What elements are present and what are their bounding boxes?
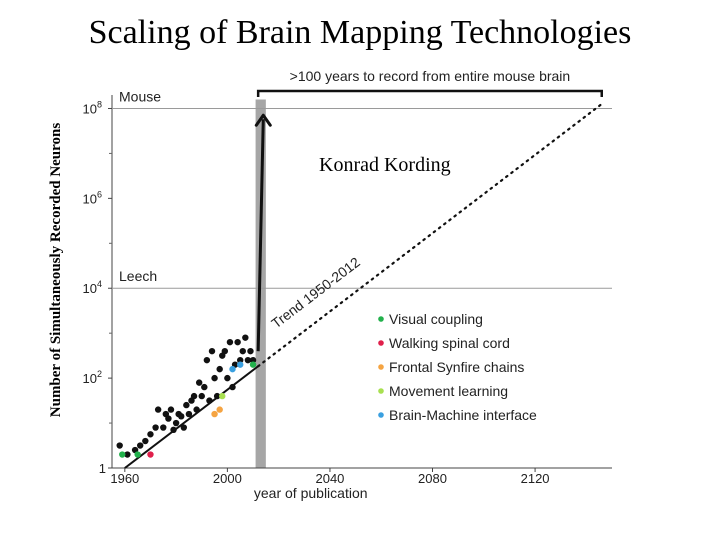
- y-tick-label-0: 1: [99, 461, 106, 476]
- data-point-s0-20: [190, 392, 198, 400]
- legend-label-4: Brain-Machine interface: [389, 407, 537, 423]
- legend-label-0: Visual coupling: [389, 311, 483, 327]
- data-point-s0-28: [211, 374, 218, 382]
- data-point-s0-4: [142, 437, 149, 445]
- legend-marker-1: [378, 340, 384, 346]
- data-point-s0-34: [226, 338, 234, 346]
- data-point-s0-43: [249, 356, 257, 364]
- data-point-s0-18: [185, 410, 193, 418]
- data-point-s0-15: [178, 413, 185, 420]
- bracket: [256, 89, 603, 97]
- data-point-s0-11: [167, 406, 175, 413]
- data-point-s1-0: [119, 451, 126, 458]
- data-point-s0-12: [170, 426, 177, 434]
- data-point-s0-17: [183, 401, 190, 409]
- y-tick-label-1: 102: [83, 369, 102, 386]
- data-point-s1-2: [249, 361, 257, 368]
- data-point-s0-40: [242, 334, 249, 341]
- data-point-s0-29: [213, 392, 221, 400]
- data-point-s0-10: [165, 415, 172, 422]
- x-tick-label-3: 2080: [418, 471, 447, 486]
- y-tick-label-4: 108: [83, 99, 102, 116]
- legend-label-2: Frontal Synfire chains: [389, 359, 524, 375]
- bracket-label: >100 years to record from entire mouse b…: [290, 68, 571, 84]
- trend-label: Trend 1950-2012: [268, 254, 363, 332]
- x-tick-label-4: 2120: [521, 471, 550, 486]
- data-point-s0-6: [152, 424, 159, 431]
- data-point-s0-39: [239, 347, 246, 355]
- data-point-s0-25: [203, 356, 211, 364]
- data-point-s0-30: [216, 365, 223, 373]
- jump-arrow-head: [254, 113, 272, 127]
- data-point-s1-1: [134, 451, 141, 458]
- data-point-s3-0: [211, 410, 218, 418]
- data-point-s0-32: [221, 347, 229, 355]
- data-point-s0-23: [198, 392, 205, 400]
- data-point-s0-35: [229, 383, 236, 391]
- legend-marker-2: [378, 364, 384, 370]
- legend-marker-3: [378, 388, 384, 394]
- data-point-s0-22: [195, 379, 203, 386]
- data-point-s0-5: [147, 431, 154, 438]
- author-name: Konrad Kording: [319, 154, 451, 176]
- data-point-s0-16: [180, 424, 187, 431]
- data-point-s0-33: [224, 374, 231, 382]
- legend-label-3: Movement learning: [389, 383, 508, 399]
- legend-marker-4: [378, 412, 384, 418]
- x-tick-label-1: 2000: [213, 471, 242, 486]
- data-point-s2-0: [147, 451, 154, 458]
- jump-arrow-shaft: [256, 119, 265, 352]
- data-point-s5-0: [229, 365, 236, 373]
- trend-line-solid: [124, 365, 259, 469]
- y-tick-label-2: 104: [83, 279, 102, 296]
- data-point-s0-8: [160, 424, 167, 431]
- data-point-s0-26: [206, 397, 213, 404]
- legend-marker-0: [378, 316, 384, 322]
- data-point-s0-37: [234, 338, 241, 346]
- data-point-s3-1: [216, 406, 223, 413]
- x-tick-label-0: 1960: [110, 471, 139, 486]
- data-point-s0-41: [244, 356, 252, 364]
- y-tick-label-3: 106: [83, 189, 102, 206]
- data-point-s0-24: [201, 383, 208, 391]
- x-tick-label-2: 2040: [315, 471, 344, 486]
- data-point-s4-0: [219, 392, 226, 400]
- legend-label-1: Walking spinal cord: [389, 335, 510, 351]
- slide-title: Scaling of Brain Mapping Technologies: [88, 14, 632, 51]
- trend-line-dotted: [257, 102, 603, 368]
- data-point-s0-7: [154, 406, 162, 413]
- data-point-s0-3: [137, 442, 144, 449]
- reference-label-mouse: Mouse: [119, 88, 161, 104]
- data-point-s0-42: [247, 347, 254, 355]
- data-point-s0-1: [124, 451, 131, 458]
- data-point-s0-38: [237, 356, 244, 364]
- reference-label-leech: Leech: [119, 268, 157, 284]
- data-point-s0-27: [208, 347, 216, 355]
- data-point-s0-0: [116, 442, 123, 449]
- x-axis-label: year of publication: [254, 485, 368, 501]
- data-point-s0-13: [172, 419, 180, 427]
- data-point-s5-1: [237, 361, 244, 368]
- data-point-s0-21: [193, 406, 200, 413]
